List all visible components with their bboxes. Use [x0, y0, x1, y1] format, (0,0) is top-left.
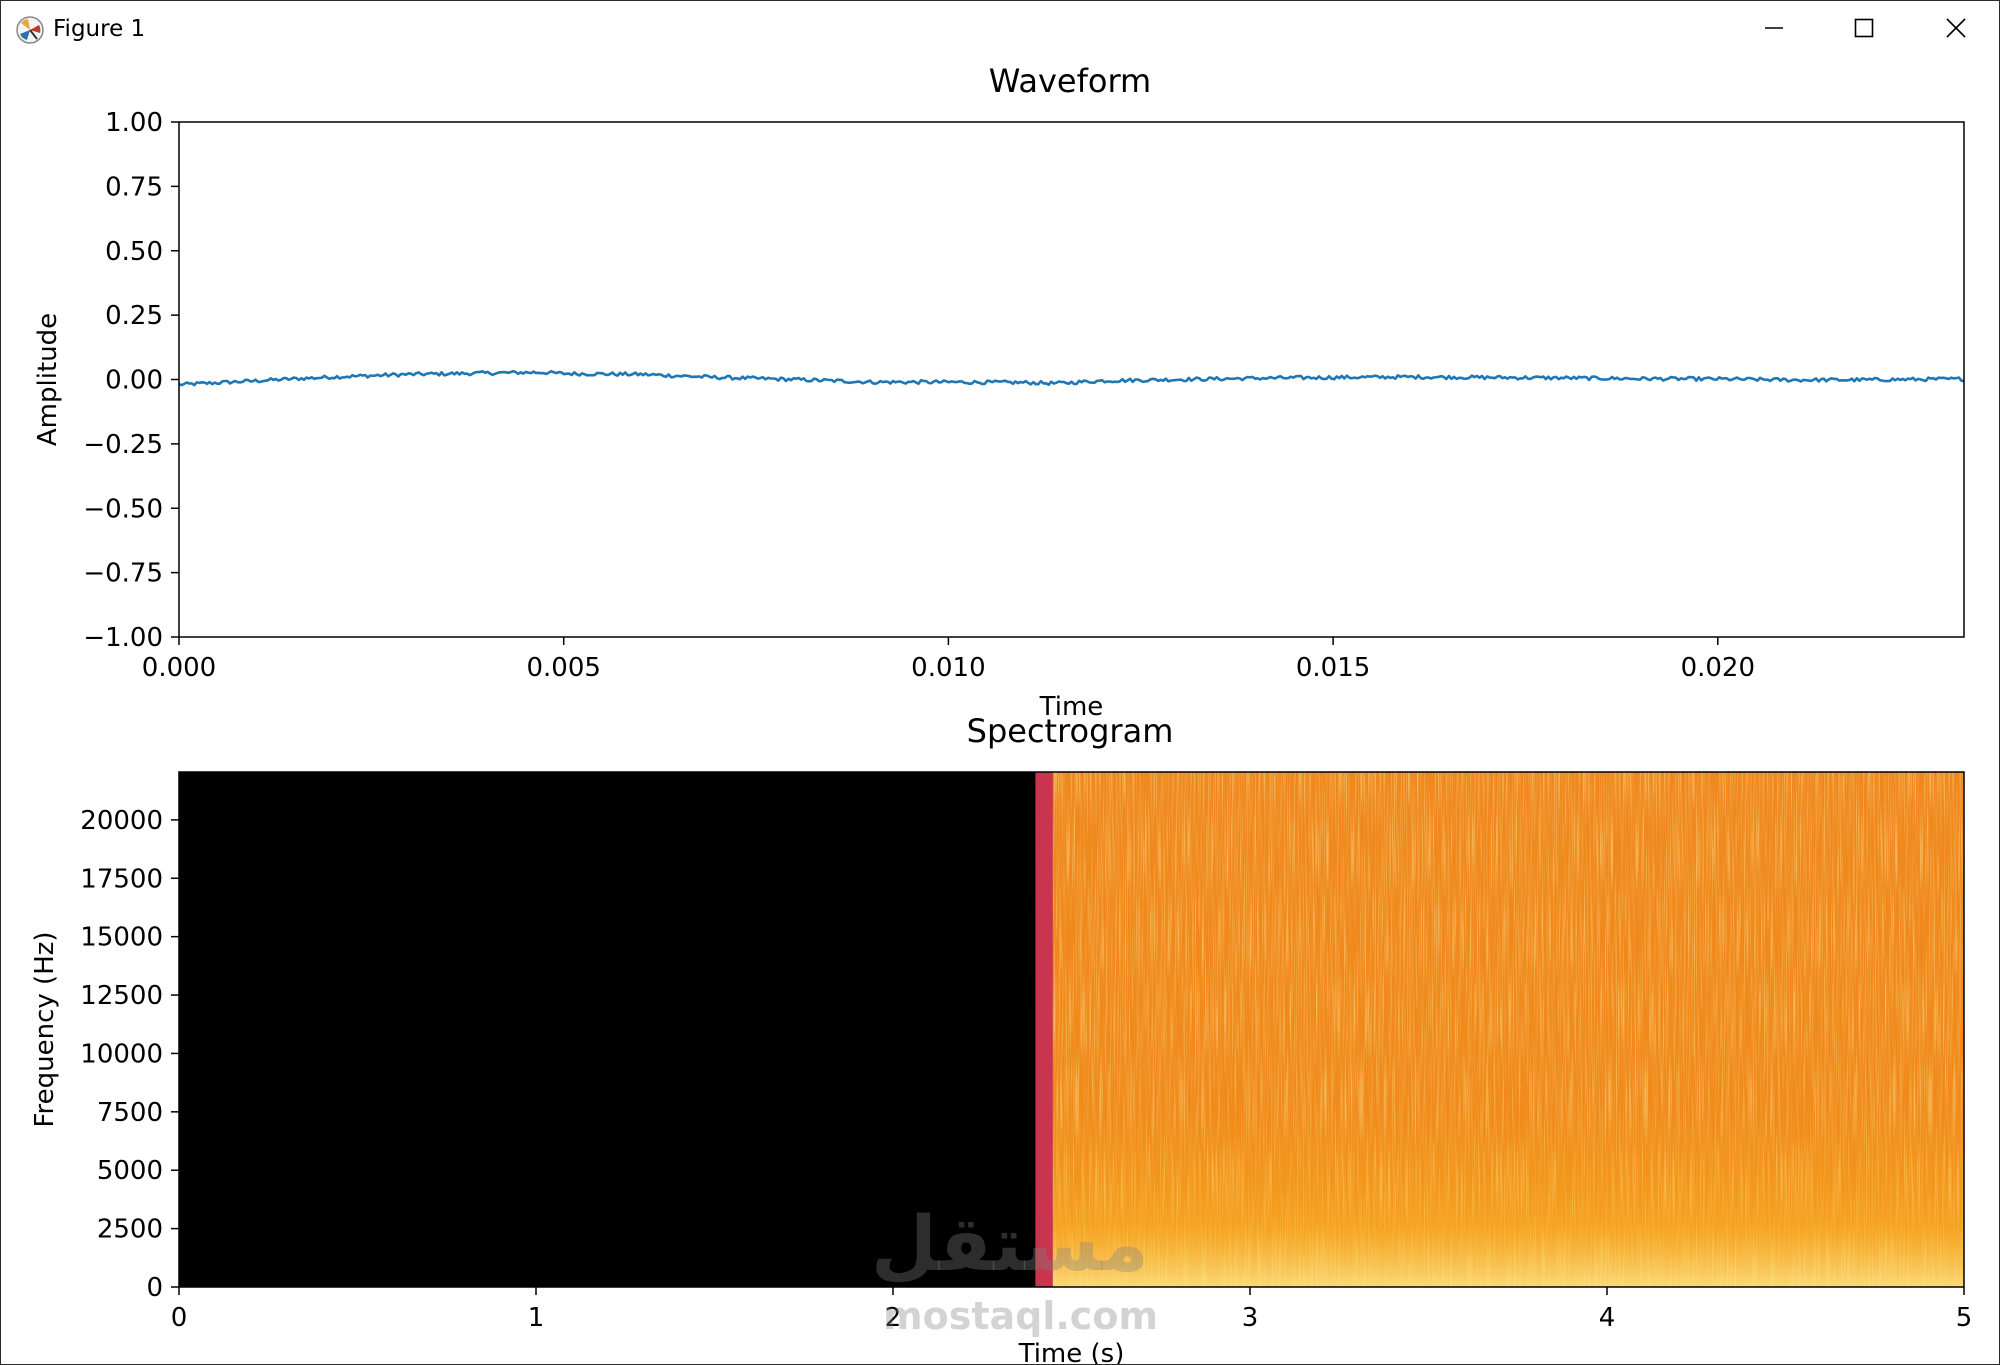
spectrogram-y-tick-label: 2500 [97, 1215, 163, 1245]
spectrogram-y-tick-label: 12500 [80, 981, 163, 1011]
spectrogram-x-tick-label: 0 [171, 1303, 188, 1333]
close-icon [1945, 17, 1967, 43]
maximize-button[interactable] [1833, 9, 1895, 51]
waveform-x-tick-label: 0.005 [526, 653, 600, 683]
waveform-x-tick-label: 0.000 [142, 653, 216, 683]
spectrogram-y-axis-label: Frequency (Hz) [30, 931, 60, 1127]
spectrogram-y-tick-label: 10000 [80, 1039, 163, 1069]
waveform-x-tick-label: 0.020 [1681, 653, 1755, 683]
spectrogram-onset-band [1035, 772, 1053, 1287]
spectrogram-y-tick-label: 0 [146, 1273, 163, 1303]
waveform-y-tick-label: 0.00 [105, 366, 163, 396]
spectrogram-low-frequency-energy [1035, 772, 1964, 1287]
waveform-x-tick-label: 0.010 [911, 653, 985, 683]
spectrogram-y-tick-label: 5000 [97, 1156, 163, 1186]
spectrogram-x-tick-label: 5 [1956, 1303, 1973, 1333]
minimize-icon [1763, 17, 1785, 43]
spectrogram-silent-region [179, 772, 1036, 1287]
spectrogram-x-tick-label: 3 [1242, 1303, 1259, 1333]
watermark: مستقل mostaql.com [871, 1199, 1158, 1339]
waveform-y-axis-label: Amplitude [33, 313, 63, 446]
waveform-axes-border [178, 121, 1965, 638]
waveform-y-tick-label: −0.25 [83, 430, 163, 460]
waveform-y-tick-label: −1.00 [83, 623, 163, 653]
minimize-button[interactable] [1743, 9, 1805, 51]
waveform-axes: Waveform 1.00 0.75 0.50 0.25 0.00 −0.25 −0.50 −… [33, 62, 1965, 722]
matplotlib-logo-icon [15, 15, 45, 45]
waveform-y-tick-label: −0.75 [83, 559, 163, 589]
spectrogram-y-tick-label: 7500 [97, 1098, 163, 1128]
spectrogram-image [179, 772, 1964, 1287]
spectrogram-y-tick-label: 20000 [80, 806, 163, 836]
waveform-series-line [178, 369, 1964, 387]
spectrogram-x-tick-label: 2 [885, 1303, 902, 1333]
spectrogram-x-tick-label: 1 [528, 1303, 545, 1333]
spectrogram-axes: Spectrogram 2000017500150001250010000750… [30, 712, 1972, 1364]
waveform-y-tick-label: 0.50 [105, 237, 163, 267]
spectrogram-y-tick-label: 17500 [80, 864, 163, 894]
spectrogram-x-tick-label: 4 [1599, 1303, 1616, 1333]
window-title: Figure 1 [53, 16, 146, 42]
waveform-y-tick-label: −0.50 [83, 494, 163, 524]
waveform-y-tick-label: 0.25 [105, 301, 163, 331]
waveform-y-tick-label: 0.75 [105, 172, 163, 202]
spectrogram-x-axis-label: Time (s) [1018, 1339, 1125, 1364]
spectrogram-title: Spectrogram [967, 712, 1174, 750]
waveform-y-tick-label: 1.00 [105, 108, 163, 138]
spectrogram-y-tick-label: 15000 [80, 923, 163, 953]
waveform-x-axis-label: Time [1039, 692, 1104, 722]
waveform-title: Waveform [989, 62, 1151, 100]
figure-canvas: Waveform 1.00 0.75 0.50 0.25 0.00 −0.25 −0.50 −… [30, 62, 1972, 1364]
close-button[interactable] [1925, 9, 1987, 51]
spectrogram-axes-border [178, 771, 1965, 1288]
maximize-icon [1853, 17, 1875, 43]
watermark-latin: mostaql.com [883, 1294, 1159, 1338]
waveform-x-tick-label: 0.015 [1296, 653, 1370, 683]
title-bar[interactable]: Figure 1 [1, 1, 1999, 59]
watermark-arabic: مستقل [871, 1199, 1149, 1288]
